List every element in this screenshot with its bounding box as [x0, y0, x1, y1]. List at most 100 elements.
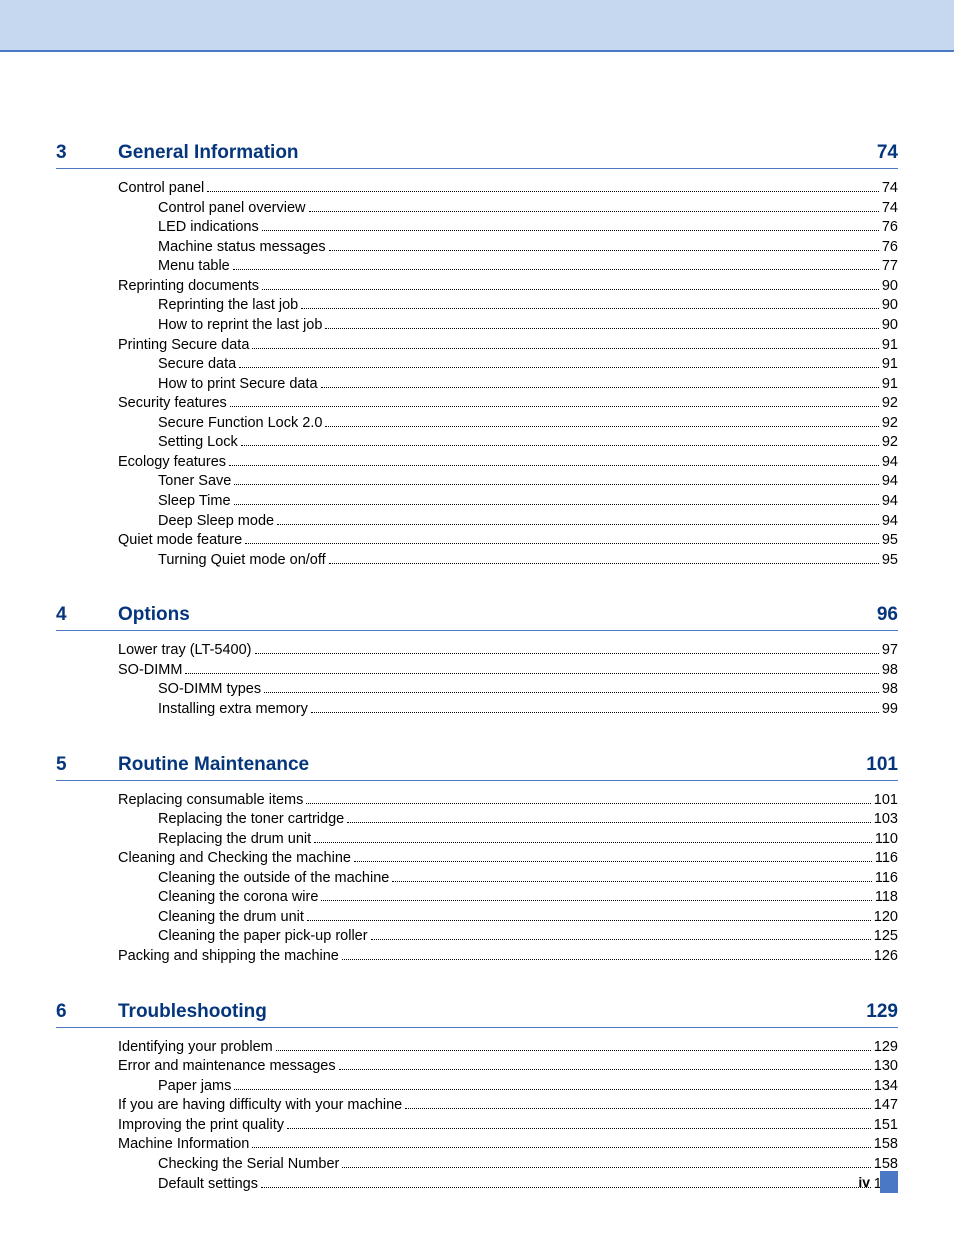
leader-dots [325, 426, 878, 427]
section-number: 3 [56, 142, 118, 164]
toc-entry-title: Improving the print quality [118, 1116, 284, 1136]
toc-entry[interactable]: Paper jams134 [118, 1077, 898, 1097]
toc-entry-title: Installing extra memory [158, 700, 308, 720]
toc-section: 5Routine Maintenance101Replacing consuma… [56, 754, 898, 967]
toc-entry[interactable]: Machine status messages76 [118, 238, 898, 258]
toc-entry-title: How to print Secure data [158, 375, 318, 395]
toc-entry-page: 103 [874, 810, 898, 830]
leader-dots [392, 881, 872, 882]
toc-entry[interactable]: Printing Secure data91 [118, 336, 898, 356]
leader-dots [277, 524, 879, 525]
toc-entry[interactable]: Sleep Time94 [118, 492, 898, 512]
toc-entry-title: Reprinting the last job [158, 296, 298, 316]
toc-entry[interactable]: Machine Information 158 [118, 1135, 898, 1155]
toc-entry-title: SO-DIMM types [158, 680, 261, 700]
toc-entry[interactable]: Toner Save94 [118, 472, 898, 492]
toc-entry[interactable]: How to print Secure data91 [118, 375, 898, 395]
toc-entry-page: 74 [882, 199, 898, 219]
toc-entry[interactable]: LED indications76 [118, 218, 898, 238]
toc-entry-title: Printing Secure data [118, 336, 249, 356]
toc-entry-title: Lower tray (LT-5400) [118, 641, 252, 661]
toc-list: Control panel74Control panel overview74L… [56, 179, 898, 570]
leader-dots [234, 484, 879, 485]
toc-entry-title: Cleaning the drum unit [158, 908, 304, 928]
toc-entry[interactable]: Control panel overview74 [118, 199, 898, 219]
toc-entry[interactable]: Secure Function Lock 2.092 [118, 414, 898, 434]
toc-entry[interactable]: Cleaning the drum unit120 [118, 908, 898, 928]
toc-entry[interactable]: Cleaning the corona wire118 [118, 888, 898, 908]
toc-entry[interactable]: Cleaning the outside of the machine116 [118, 869, 898, 889]
toc-entry-page: 99 [882, 700, 898, 720]
toc-entry[interactable]: Replacing the drum unit110 [118, 830, 898, 850]
toc-entry[interactable]: Secure data91 [118, 355, 898, 375]
toc-entry[interactable]: Cleaning the paper pick-up roller 125 [118, 927, 898, 947]
toc-section: 6Troubleshooting129Identifying your prob… [56, 1001, 898, 1195]
leader-dots [229, 465, 879, 466]
toc-entry-page: 92 [882, 433, 898, 453]
toc-entry-title: Menu table [158, 257, 230, 277]
toc-entry[interactable]: Ecology features94 [118, 453, 898, 473]
leader-dots [230, 406, 879, 407]
section-number: 4 [56, 604, 118, 626]
section-title: Troubleshooting [118, 1001, 866, 1023]
header-bar [0, 0, 954, 52]
toc-entry-page: 147 [874, 1096, 898, 1116]
toc-entry[interactable]: Improving the print quality151 [118, 1116, 898, 1136]
section-number: 6 [56, 1001, 118, 1023]
section-page: 129 [866, 1001, 898, 1023]
toc-entry[interactable]: Replacing the toner cartridge103 [118, 810, 898, 830]
toc-entry[interactable]: Deep Sleep mode94 [118, 512, 898, 532]
toc-entry-title: Machine status messages [158, 238, 326, 258]
toc-entry[interactable]: Checking the Serial Number158 [118, 1155, 898, 1175]
toc-entry[interactable]: Quiet mode feature95 [118, 531, 898, 551]
toc-entry[interactable]: Reprinting the last job 90 [118, 296, 898, 316]
toc-entry-title: Machine Information [118, 1135, 249, 1155]
leader-dots [321, 387, 879, 388]
toc-entry-page: 92 [882, 414, 898, 434]
toc-entry-title: Cleaning the paper pick-up roller [158, 927, 368, 947]
leader-dots [262, 230, 879, 231]
toc-entry-page: 126 [874, 947, 898, 967]
toc-entry[interactable]: SO-DIMM98 [118, 661, 898, 681]
toc-entry[interactable]: Control panel74 [118, 179, 898, 199]
toc-entry-page: 90 [882, 296, 898, 316]
toc-entry-title: Cleaning and Checking the machine [118, 849, 351, 869]
toc-entry[interactable]: Default settings158 [118, 1175, 898, 1195]
toc-entry-page: 90 [882, 277, 898, 297]
toc-entry-page: 95 [882, 551, 898, 571]
toc-entry[interactable]: Lower tray (LT-5400) 97 [118, 641, 898, 661]
toc-entry[interactable]: Replacing consumable items101 [118, 791, 898, 811]
toc-entry[interactable]: Turning Quiet mode on/off95 [118, 551, 898, 571]
toc-entry[interactable]: Reprinting documents90 [118, 277, 898, 297]
toc-entry[interactable]: Security features92 [118, 394, 898, 414]
toc-entry-title: Replacing the drum unit [158, 830, 311, 850]
toc-entry-page: 98 [882, 680, 898, 700]
toc-entry-page: 158 [874, 1135, 898, 1155]
toc-entry[interactable]: SO-DIMM types 98 [118, 680, 898, 700]
toc-entry-page: 125 [874, 927, 898, 947]
toc-entry[interactable]: How to reprint the last job90 [118, 316, 898, 336]
toc-list: Replacing consumable items101Replacing t… [56, 791, 898, 967]
toc-entry-page: 74 [882, 179, 898, 199]
toc-entry-page: 116 [875, 849, 898, 869]
toc-entry[interactable]: Setting Lock92 [118, 433, 898, 453]
section-page: 96 [877, 604, 898, 626]
section-page: 74 [877, 142, 898, 164]
toc-entry[interactable]: Identifying your problem129 [118, 1038, 898, 1058]
leader-dots [239, 367, 879, 368]
toc-entry[interactable]: Installing extra memory 99 [118, 700, 898, 720]
toc-entry[interactable]: Menu table77 [118, 257, 898, 277]
toc-entry[interactable]: Error and maintenance messages130 [118, 1057, 898, 1077]
toc-entry-page: 97 [882, 641, 898, 661]
toc-entry[interactable]: Packing and shipping the machine126 [118, 947, 898, 967]
page-number: iv [858, 1174, 870, 1190]
section-page: 101 [866, 754, 898, 776]
toc-entry[interactable]: If you are having difficulty with your m… [118, 1096, 898, 1116]
toc-entry[interactable]: Cleaning and Checking the machine 116 [118, 849, 898, 869]
leader-dots [241, 445, 879, 446]
leader-dots [185, 673, 878, 674]
leader-dots [307, 920, 871, 921]
toc-entry-title: Error and maintenance messages [118, 1057, 336, 1077]
toc-entry-title: Security features [118, 394, 227, 414]
toc-entry-page: 129 [874, 1038, 898, 1058]
